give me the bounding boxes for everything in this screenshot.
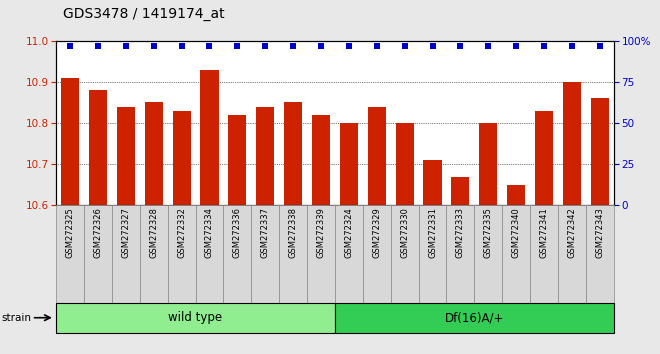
Text: GDS3478 / 1419174_at: GDS3478 / 1419174_at <box>63 7 224 21</box>
Text: strain: strain <box>1 313 31 323</box>
Text: GSM272332: GSM272332 <box>177 207 186 258</box>
Point <box>176 43 187 48</box>
Bar <box>340 123 358 205</box>
Bar <box>479 123 498 205</box>
Text: Df(16)A/+: Df(16)A/+ <box>445 311 504 324</box>
Point <box>204 43 214 48</box>
Point <box>121 43 131 48</box>
Point <box>483 43 494 48</box>
Bar <box>507 185 525 205</box>
Text: GSM272329: GSM272329 <box>372 207 381 258</box>
Text: GSM272326: GSM272326 <box>94 207 102 258</box>
Text: GSM272333: GSM272333 <box>456 207 465 258</box>
Text: GSM272335: GSM272335 <box>484 207 493 258</box>
Bar <box>201 69 218 205</box>
Text: GSM272334: GSM272334 <box>205 207 214 258</box>
Bar <box>591 98 609 205</box>
Text: GSM272325: GSM272325 <box>65 207 75 258</box>
Bar <box>395 123 414 205</box>
Text: GSM272324: GSM272324 <box>345 207 353 258</box>
Text: GSM272343: GSM272343 <box>595 207 605 258</box>
Bar <box>172 111 191 205</box>
Bar <box>563 82 581 205</box>
Text: GSM272339: GSM272339 <box>317 207 325 258</box>
Point <box>344 43 354 48</box>
Point <box>539 43 549 48</box>
Point <box>567 43 578 48</box>
Point <box>92 43 103 48</box>
Bar <box>145 102 163 205</box>
Point <box>65 43 75 48</box>
Text: GSM272342: GSM272342 <box>568 207 576 258</box>
Text: GSM272338: GSM272338 <box>288 207 298 258</box>
Point <box>315 43 326 48</box>
Bar <box>89 90 107 205</box>
Text: GSM272337: GSM272337 <box>261 207 270 258</box>
Point <box>595 43 605 48</box>
Bar <box>535 111 553 205</box>
Point <box>427 43 438 48</box>
Text: wild type: wild type <box>168 311 222 324</box>
Text: GSM272328: GSM272328 <box>149 207 158 258</box>
Bar <box>424 160 442 205</box>
Bar <box>451 177 469 205</box>
Text: GSM272340: GSM272340 <box>512 207 521 258</box>
Bar <box>256 107 275 205</box>
Point <box>260 43 271 48</box>
Point <box>511 43 521 48</box>
Text: GSM272330: GSM272330 <box>400 207 409 258</box>
Text: GSM272327: GSM272327 <box>121 207 130 258</box>
Bar <box>312 115 330 205</box>
Point <box>372 43 382 48</box>
Bar <box>61 78 79 205</box>
Point <box>288 43 298 48</box>
Bar <box>228 115 246 205</box>
Bar <box>117 107 135 205</box>
Text: GSM272336: GSM272336 <box>233 207 242 258</box>
Text: GSM272331: GSM272331 <box>428 207 437 258</box>
Point <box>455 43 466 48</box>
Bar <box>368 107 386 205</box>
Bar <box>284 102 302 205</box>
Point <box>232 43 243 48</box>
Point <box>399 43 410 48</box>
Text: GSM272341: GSM272341 <box>540 207 548 258</box>
Point <box>148 43 159 48</box>
